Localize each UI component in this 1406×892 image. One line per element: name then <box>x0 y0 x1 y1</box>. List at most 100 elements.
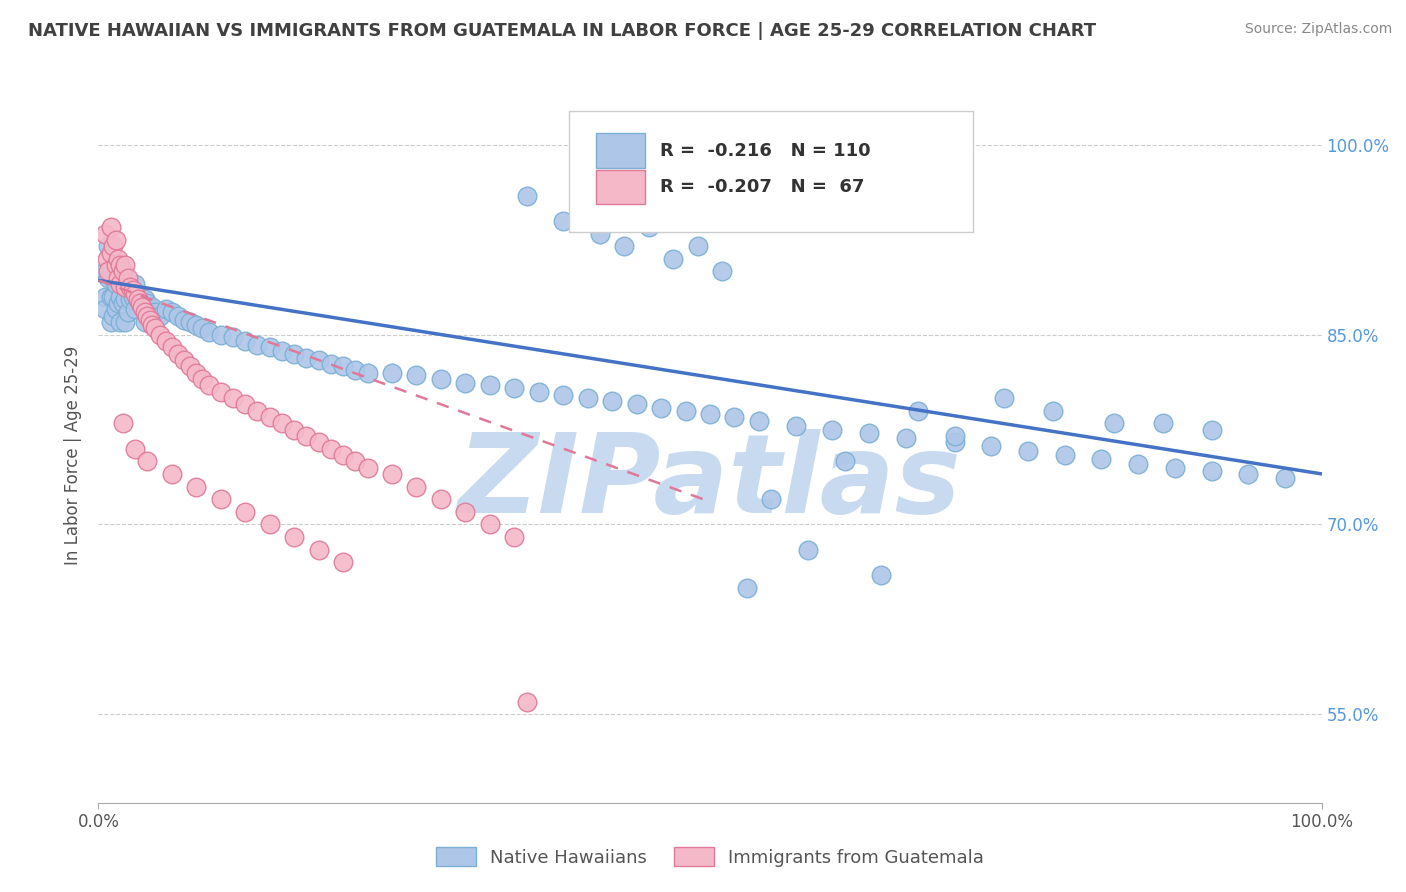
Point <box>111 417 134 431</box>
Point <box>233 397 256 411</box>
Text: ZIPatlas: ZIPatlas <box>458 429 962 536</box>
Point <box>173 353 195 368</box>
Point <box>1042 403 1064 417</box>
Point <box>93 302 115 317</box>
Point <box>179 359 201 374</box>
Point <box>870 568 893 582</box>
Point <box>295 429 318 443</box>
Point <box>114 293 136 307</box>
Point <box>100 264 122 278</box>
Point <box>503 530 526 544</box>
Point <box>589 227 612 241</box>
Point <box>100 245 122 260</box>
Point <box>332 359 354 374</box>
Point <box>478 517 501 532</box>
Point <box>600 393 623 408</box>
Point <box>1164 460 1187 475</box>
Point <box>101 239 124 253</box>
Point <box>101 270 124 285</box>
Text: R =  -0.216   N = 110: R = -0.216 N = 110 <box>659 142 870 160</box>
Point <box>723 409 745 424</box>
Point <box>136 454 159 468</box>
Point <box>503 381 526 395</box>
Point <box>332 448 354 462</box>
Point <box>209 384 232 399</box>
Point <box>894 432 917 446</box>
Point <box>127 293 149 307</box>
Point <box>686 239 709 253</box>
Point <box>675 403 697 417</box>
Point <box>246 338 269 352</box>
Point <box>430 492 453 507</box>
Point <box>160 305 183 319</box>
Point <box>120 279 142 293</box>
Point <box>797 542 820 557</box>
Point <box>344 363 367 377</box>
Text: NATIVE HAWAIIAN VS IMMIGRANTS FROM GUATEMALA IN LABOR FORCE | AGE 25-29 CORRELAT: NATIVE HAWAIIAN VS IMMIGRANTS FROM GUATE… <box>28 22 1097 40</box>
Point <box>191 321 214 335</box>
Point <box>209 492 232 507</box>
Point <box>1237 467 1260 481</box>
Point <box>155 302 177 317</box>
Text: Source: ZipAtlas.com: Source: ZipAtlas.com <box>1244 22 1392 37</box>
Point <box>246 403 269 417</box>
Point <box>576 391 599 405</box>
Point <box>1201 423 1223 437</box>
Point <box>699 408 721 422</box>
FancyBboxPatch shape <box>596 134 645 169</box>
Point <box>141 300 163 314</box>
Point <box>110 290 132 304</box>
Point <box>308 435 330 450</box>
Point <box>104 258 127 272</box>
Point <box>93 227 115 241</box>
Point <box>139 312 162 326</box>
Point <box>626 397 648 411</box>
Point <box>179 315 201 329</box>
Point <box>319 442 342 456</box>
Point <box>785 418 807 433</box>
Point <box>761 492 783 507</box>
Point <box>637 220 661 235</box>
Point <box>127 293 149 307</box>
Point <box>114 315 136 329</box>
Point <box>1128 457 1150 471</box>
Point <box>233 334 256 348</box>
Point <box>107 270 129 285</box>
Point <box>553 214 575 228</box>
Point <box>834 454 856 468</box>
Point <box>259 409 281 424</box>
Point <box>107 296 129 310</box>
Point <box>100 220 122 235</box>
Point <box>111 264 134 278</box>
Point <box>131 300 153 314</box>
Point <box>96 252 118 266</box>
Point <box>613 239 636 253</box>
Text: R =  -0.207   N =  67: R = -0.207 N = 67 <box>659 178 865 196</box>
Point <box>131 296 153 310</box>
Point <box>515 695 537 709</box>
Point <box>139 302 162 317</box>
Point <box>167 309 190 323</box>
Point <box>110 270 132 285</box>
Point <box>295 351 318 365</box>
Point <box>748 414 770 428</box>
Point <box>107 252 129 266</box>
Point <box>110 258 132 272</box>
Point <box>356 366 378 380</box>
Point <box>141 318 163 332</box>
Point <box>100 315 122 329</box>
Point <box>101 290 124 304</box>
FancyBboxPatch shape <box>596 169 645 204</box>
Point <box>430 372 453 386</box>
Point <box>993 391 1015 405</box>
Point <box>136 296 159 310</box>
Point <box>110 315 132 329</box>
Point <box>186 479 208 493</box>
Point <box>1274 471 1296 485</box>
Point <box>107 264 129 278</box>
Point <box>104 302 127 317</box>
Point <box>270 344 294 359</box>
Point <box>197 325 219 339</box>
Point <box>186 318 208 332</box>
Point <box>454 505 477 519</box>
